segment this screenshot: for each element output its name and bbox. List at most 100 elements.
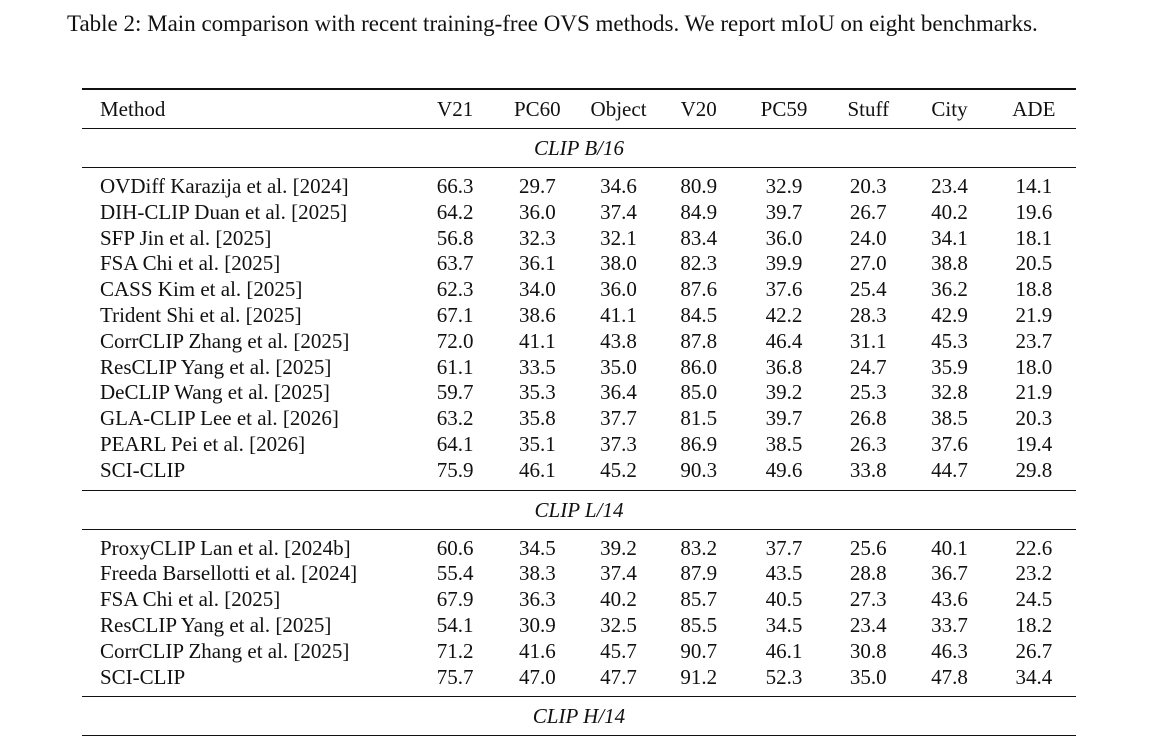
miou-value: 35.3 bbox=[518, 380, 556, 405]
miou-value: 32.5 bbox=[600, 612, 637, 637]
miou-value: 43.8 bbox=[600, 328, 637, 353]
miou-value: 38.5 bbox=[931, 406, 968, 431]
miou-value: 90.7 bbox=[680, 638, 718, 663]
miou-value: 72.0 bbox=[436, 328, 474, 353]
miou-value: 20.3 bbox=[849, 174, 887, 198]
table-row: CorrCLIP Zhang et al. [2025] 71.2 41.6 45.7… bbox=[82, 639, 1076, 665]
miou-value: 18.8 bbox=[1015, 277, 1053, 302]
miou-value: 36.8 bbox=[765, 354, 803, 379]
method-name: GLA-CLIP Lee et al. [2026] bbox=[100, 406, 339, 431]
miou-value: 36.0 bbox=[600, 277, 637, 302]
section-header-row: CLIP L/14 bbox=[82, 489, 1076, 530]
miou-value: 39.7 bbox=[765, 406, 803, 431]
miou-value: 37.3 bbox=[600, 431, 637, 456]
miou-value: 25.3 bbox=[849, 380, 887, 405]
miou-value: 75.9 bbox=[436, 457, 474, 482]
miou-value: 45.3 bbox=[931, 328, 968, 353]
section-header-row: CLIP H/14 bbox=[82, 696, 1076, 737]
miou-value: 46.4 bbox=[765, 328, 803, 353]
miou-value: 35.0 bbox=[600, 354, 637, 379]
miou-value: 80.9 bbox=[680, 174, 718, 198]
miou-value: 32.8 bbox=[931, 380, 968, 405]
miou-value: 43.5 bbox=[765, 561, 803, 586]
miou-value: 24.0 bbox=[849, 225, 887, 250]
miou-value: 40.2 bbox=[600, 587, 637, 612]
miou-value: 67.9 bbox=[436, 587, 474, 612]
miou-value: 29.8 bbox=[1015, 457, 1053, 482]
miou-value: 26.7 bbox=[849, 199, 887, 224]
miou-value: 38.8 bbox=[931, 251, 968, 276]
table-row: SCI-CLIP 75.9 46.1 45.2 90.3 49.6 33.8 44.7 29.8 bbox=[82, 458, 1076, 490]
table-row: DeCLIP Wang et al. [2025] 59.7 35.3 36.4 85.… bbox=[82, 380, 1076, 406]
miou-value: 19.4 bbox=[1015, 431, 1053, 456]
miou-value: 20.3 bbox=[1015, 406, 1053, 431]
miou-value: 39.2 bbox=[765, 380, 803, 405]
column-header: ADE bbox=[991, 88, 1076, 129]
miou-value: 33.5 bbox=[518, 354, 556, 379]
miou-value: 91.2 bbox=[680, 664, 718, 689]
method-name: SCI-CLIP bbox=[100, 664, 186, 689]
miou-value: 81.5 bbox=[680, 406, 718, 431]
miou-value: 24.5 bbox=[1015, 587, 1053, 612]
column-header: Stuff bbox=[829, 88, 908, 129]
miou-value: 36.4 bbox=[600, 380, 637, 405]
miou-value: 35.9 bbox=[931, 354, 968, 379]
miou-value: 84.5 bbox=[680, 302, 718, 327]
miou-value: 38.3 bbox=[518, 561, 556, 586]
miou-value: 64.2 bbox=[436, 199, 474, 224]
miou-value: 14.1 bbox=[1015, 174, 1053, 198]
miou-value: 82.3 bbox=[680, 251, 718, 276]
miou-value: 18.0 bbox=[1015, 354, 1053, 379]
miou-value: 42.2 bbox=[765, 302, 803, 327]
miou-value: 40.1 bbox=[931, 535, 968, 560]
miou-value: 36.1 bbox=[518, 251, 556, 276]
miou-value: 40.5 bbox=[765, 587, 803, 612]
miou-value: 64.1 bbox=[436, 431, 474, 456]
miou-value: 18.2 bbox=[1015, 612, 1053, 637]
miou-value: 36.0 bbox=[518, 199, 556, 224]
miou-value: 43.6 bbox=[931, 587, 968, 612]
miou-value: 29.7 bbox=[518, 174, 556, 198]
method-name: SFP Jin et al. [2025] bbox=[100, 225, 272, 250]
miou-value: 32.1 bbox=[600, 225, 637, 250]
miou-value: 28.3 bbox=[849, 302, 887, 327]
section-label: CLIP B/16 bbox=[82, 128, 1076, 168]
miou-value: 87.9 bbox=[680, 561, 718, 586]
miou-value: 36.7 bbox=[931, 561, 968, 586]
table-caption: Table 2: Main comparison with recent tra… bbox=[67, 11, 1038, 36]
miou-value: 41.1 bbox=[518, 328, 556, 353]
method-name: Trident Shi et al. [2025] bbox=[100, 302, 302, 327]
miou-value: 39.7 bbox=[765, 199, 803, 224]
method-name: CASS Kim et al. [2025] bbox=[100, 277, 303, 302]
miou-value: 52.3 bbox=[765, 664, 803, 689]
miou-value: 86.0 bbox=[680, 354, 718, 379]
table-row: FSA Chi et al. [2025] 67.9 36.3 40.2 85.7 40.… bbox=[82, 587, 1076, 613]
table-row: ResCLIP Yang et al. [2025] 61.1 33.5 35.0 86… bbox=[82, 355, 1076, 381]
table-body: CLIP B/16 OVDiff Karazija et al. [2024] 66… bbox=[82, 128, 1076, 737]
column-header: V21 bbox=[414, 88, 497, 129]
miou-value: 37.4 bbox=[600, 561, 637, 586]
miou-value: 86.9 bbox=[680, 431, 718, 456]
miou-value: 36.0 bbox=[765, 225, 803, 250]
miou-value: 19.6 bbox=[1015, 199, 1053, 224]
miou-value: 46.1 bbox=[765, 638, 803, 663]
method-name: FSA Chi et al. [2025] bbox=[100, 251, 281, 276]
miou-value: 38.6 bbox=[518, 302, 556, 327]
miou-value: 42.9 bbox=[931, 302, 968, 327]
miou-value: 37.7 bbox=[600, 406, 637, 431]
method-name: PEARL Pei et al. [2026] bbox=[100, 431, 306, 456]
miou-value: 62.3 bbox=[436, 277, 474, 302]
table-row: DIH-CLIP Duan et al. [2025] 64.2 36.0 37.4 8… bbox=[82, 200, 1076, 226]
miou-value: 40.2 bbox=[931, 199, 968, 224]
miou-value: 63.7 bbox=[436, 251, 474, 276]
miou-value: 25.6 bbox=[849, 535, 887, 560]
table-row: PEARL Pei et al. [2026] 64.1 35.1 37.3 86.9 3… bbox=[82, 432, 1076, 458]
column-header: PC60 bbox=[496, 88, 579, 129]
miou-value: 44.7 bbox=[931, 457, 968, 482]
miou-value: 35.0 bbox=[849, 664, 887, 689]
miou-value: 49.6 bbox=[765, 457, 803, 482]
miou-value: 25.4 bbox=[849, 277, 887, 302]
column-header: City bbox=[907, 88, 992, 129]
miou-value: 47.8 bbox=[931, 664, 968, 689]
section-label: CLIP L/14 bbox=[82, 489, 1076, 530]
